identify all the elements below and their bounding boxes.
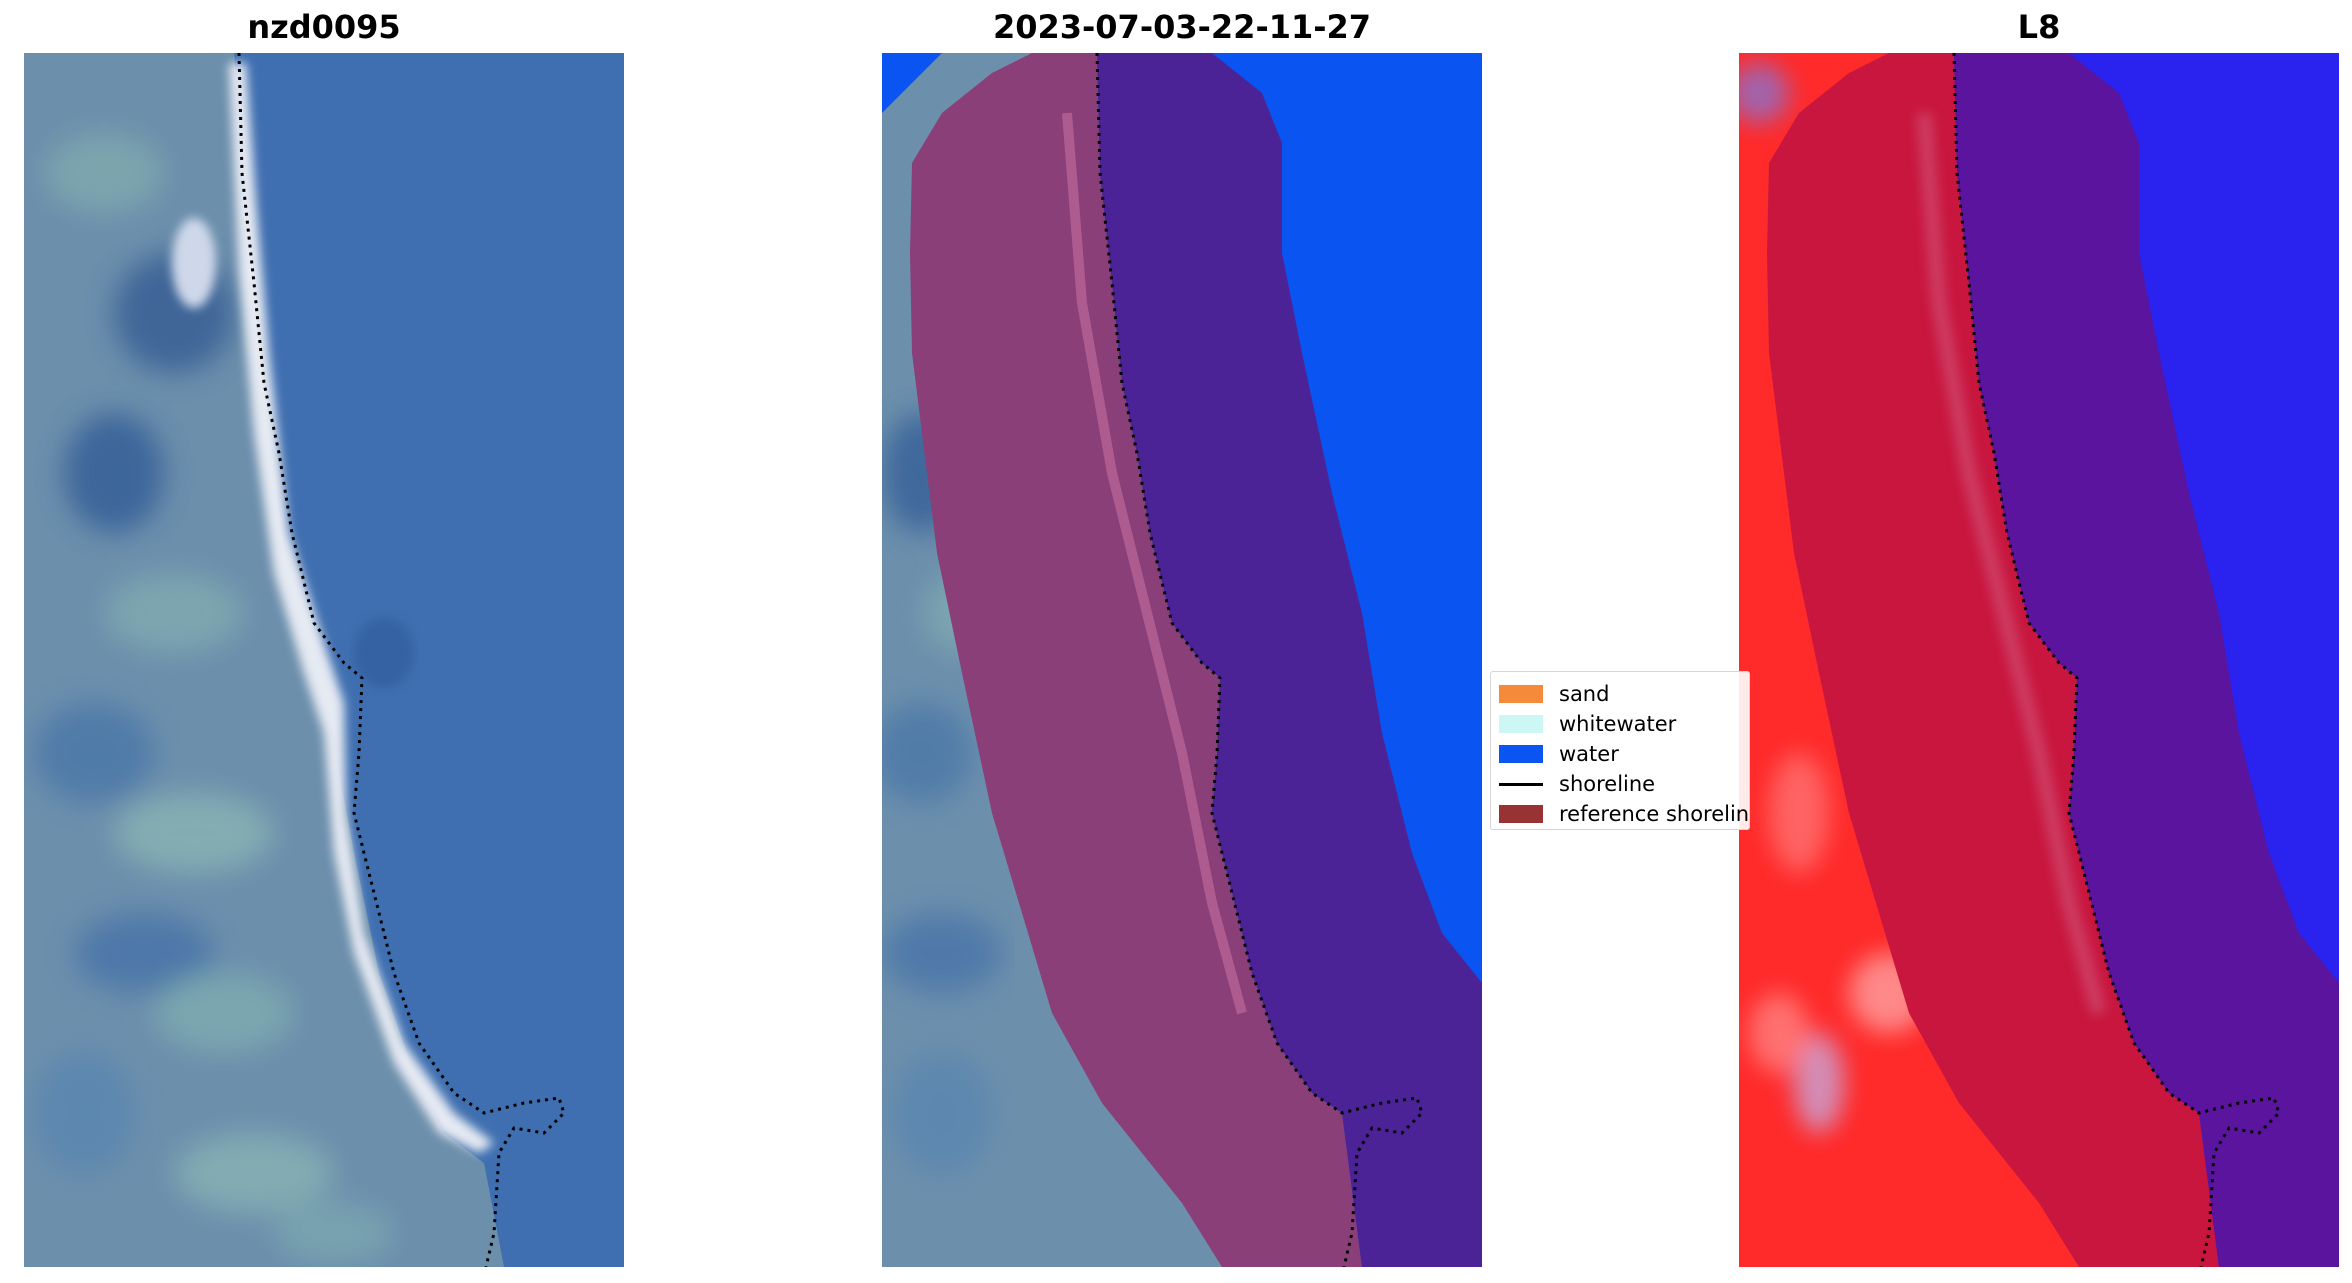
legend-item-reference-shoreline: reference shoreline bbox=[1499, 800, 1750, 828]
legend-label-reference-shoreline: reference shoreline bbox=[1559, 802, 1750, 826]
classified-image bbox=[882, 53, 1482, 1267]
rgb-image bbox=[24, 53, 624, 1267]
whitewater-swatch bbox=[1499, 715, 1543, 733]
sand-swatch bbox=[1499, 685, 1543, 703]
panel-title-ndwi: L8 bbox=[2017, 8, 2061, 46]
l8-image bbox=[1739, 53, 2339, 1267]
legend-label-shoreline: shoreline bbox=[1559, 772, 1656, 796]
legend-item-sand: sand bbox=[1499, 680, 1609, 708]
legend: sand whitewater water shoreline referenc… bbox=[1490, 671, 1750, 830]
legend-label-water: water bbox=[1559, 742, 1619, 766]
legend-label-sand: sand bbox=[1559, 682, 1610, 706]
classified-image-panel bbox=[882, 53, 1482, 1267]
l8-image-panel bbox=[1739, 53, 2339, 1267]
panel-title-rgb: nzd0095 bbox=[247, 8, 401, 46]
water-swatch bbox=[1499, 745, 1543, 763]
legend-item-shoreline: shoreline bbox=[1499, 770, 1655, 798]
rgb-image-panel bbox=[24, 53, 624, 1267]
legend-label-whitewater: whitewater bbox=[1559, 712, 1677, 736]
shoreline-swatch bbox=[1499, 775, 1543, 793]
legend-item-whitewater: whitewater bbox=[1499, 710, 1676, 738]
reference-shoreline-swatch bbox=[1499, 805, 1543, 823]
panel-title-classified: 2023-07-03-22-11-27 bbox=[992, 8, 1372, 46]
legend-item-water: water bbox=[1499, 740, 1619, 768]
